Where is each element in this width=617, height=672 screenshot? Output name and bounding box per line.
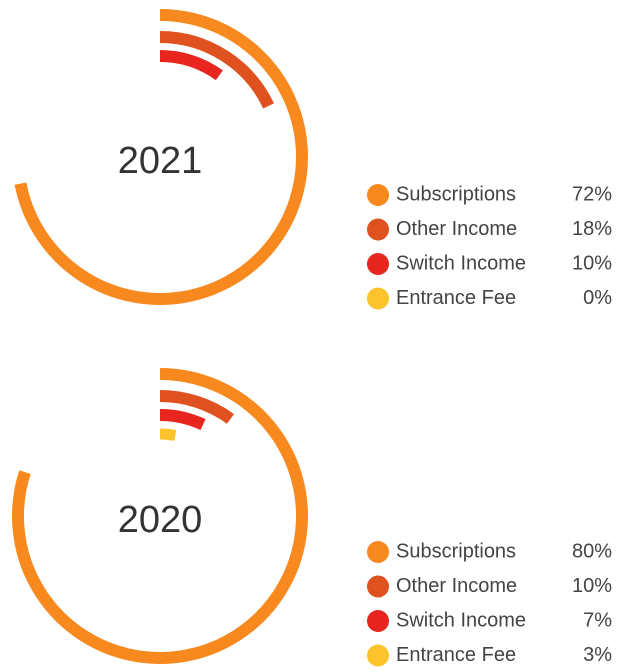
legend-swatch — [367, 575, 389, 598]
legend-swatch — [367, 644, 389, 667]
radial-bar — [159, 428, 177, 441]
legend-swatch — [367, 287, 389, 310]
chart-title: 2020 — [118, 499, 203, 541]
radial-bar — [14, 9, 308, 305]
value-label: 10% — [572, 252, 612, 274]
radial-bar — [159, 31, 275, 109]
radial-bar — [12, 368, 308, 664]
legend-label: Entrance Fee — [396, 644, 516, 666]
value-label: 80% — [572, 540, 612, 562]
value-label: 3% — [583, 644, 612, 666]
value-label: 7% — [583, 609, 612, 631]
chart-title: 2021 — [118, 140, 203, 182]
value-label: 10% — [572, 575, 612, 597]
legend-swatch — [367, 218, 389, 241]
legend-label: Subscriptions — [396, 540, 516, 562]
legend-label: Switch Income — [396, 609, 526, 631]
legend-label: Entrance Fee — [396, 287, 516, 309]
radial-bar — [159, 390, 235, 424]
legend-label: Switch Income — [396, 252, 526, 274]
radial-bar — [159, 409, 206, 431]
radial-bar — [159, 50, 223, 81]
value-label: 18% — [572, 218, 612, 240]
legend-label: Subscriptions — [396, 183, 516, 205]
legend-swatch — [367, 610, 389, 632]
legend-swatch — [367, 541, 389, 563]
legend-label: Other Income — [396, 575, 517, 597]
legend-swatch — [367, 184, 389, 206]
value-label: 72% — [572, 183, 612, 205]
value-label: 0% — [583, 287, 612, 309]
legend-label: Other Income — [396, 218, 517, 240]
legend-swatch — [367, 253, 389, 275]
